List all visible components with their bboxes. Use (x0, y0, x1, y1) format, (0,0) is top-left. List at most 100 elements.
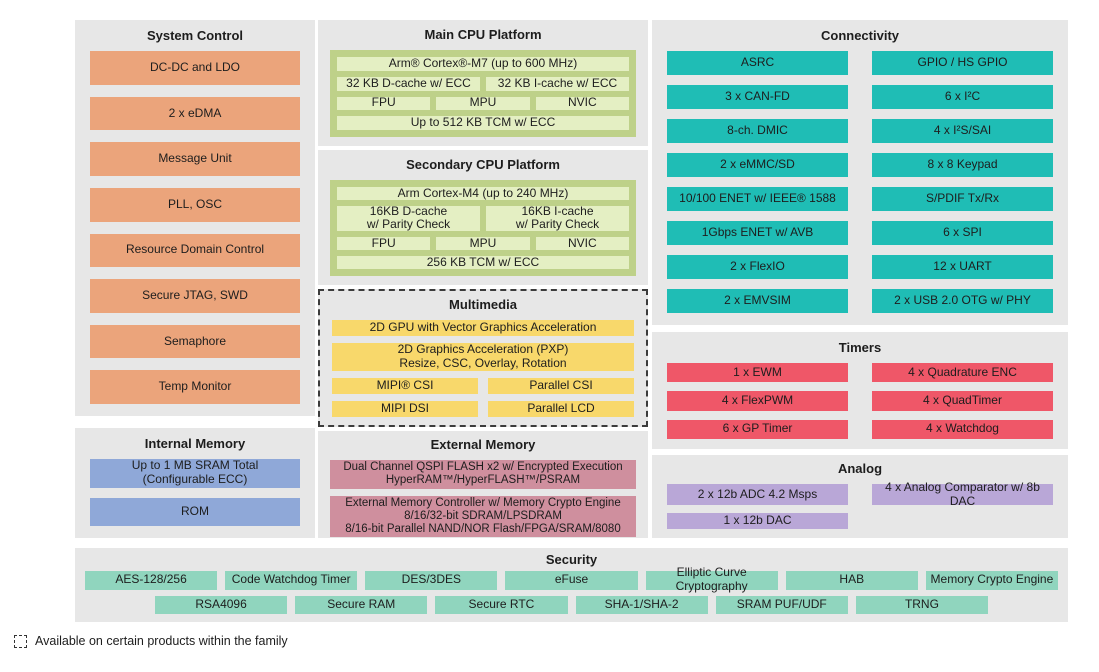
display-row: MIPI DSI Parallel LCD (332, 400, 634, 417)
cpu-core-container: Arm® Cortex®-M7 (up to 600 MHz) 32 KB D-… (330, 50, 636, 137)
ip-block: 2D GPU with Vector Graphics Acceleration (332, 320, 634, 337)
block-grid: ASRC GPIO / HS GPIO 3 x CAN-FD 6 x I²C 8… (667, 51, 1053, 313)
empty-cell (872, 513, 1053, 529)
ip-block: 2D Graphics Acceleration (PXP) Resize, C… (332, 342, 634, 371)
ip-block: NVIC (535, 96, 629, 111)
cpu-core-block: Arm® Cortex®-M7 (up to 600 MHz) (337, 56, 629, 71)
ip-block: MPU (436, 236, 530, 250)
ip-block: 4 x QuadTimer (872, 391, 1053, 411)
ip-block: Secure JTAG, SWD (90, 279, 300, 313)
ip-block: 2 x eDMA (90, 96, 300, 131)
ip-block: PLL, OSC (90, 187, 300, 222)
block-list: Up to 1 MB SRAM Total (Configurable ECC)… (90, 459, 300, 526)
legend: Available on certain products within the… (14, 634, 288, 648)
section-multimedia: Multimedia 2D GPU with Vector Graphics A… (318, 289, 648, 427)
section-title: Main CPU Platform (424, 27, 542, 42)
cpu-units-row: FPU MPU NVIC (337, 236, 629, 250)
security-row-1: AES-128/256 Code Watchdog Timer DES/3DES… (85, 566, 1058, 593)
ip-block: 4 x I²S/SAI (872, 119, 1053, 143)
ip-block: HAB (785, 571, 918, 590)
section-title: External Memory (430, 437, 536, 452)
ip-block: Dual Channel QSPI FLASH x2 w/ Encrypted … (330, 460, 636, 489)
section-connectivity: Connectivity ASRC GPIO / HS GPIO 3 x CAN… (652, 20, 1068, 325)
ip-block: FPU (337, 236, 431, 250)
ip-block: MIPI® CSI (332, 377, 478, 394)
ip-block: External Memory Controller w/ Memory Cry… (330, 495, 636, 538)
ip-block: 32 KB D-cache w/ ECC (337, 76, 480, 91)
ip-block: Resource Domain Control (90, 233, 300, 268)
ip-block: 2 x FlexIO (667, 255, 848, 279)
ip-block: 32 KB I-cache w/ ECC (486, 76, 629, 91)
section-timers: Timers 1 x EWM 4 x Quadrature ENC 4 x Fl… (652, 332, 1068, 449)
ip-block: ASRC (667, 51, 848, 75)
ip-block: 1 x 12b DAC (667, 513, 848, 529)
section-title: Multimedia (449, 297, 517, 312)
ip-block: 2 x 12b ADC 4.2 Msps (667, 484, 848, 506)
section-title: Timers (838, 340, 882, 355)
cpu-units-row: FPU MPU NVIC (337, 96, 629, 111)
security-row-2: RSA4096 Secure RAM Secure RTC SHA-1/SHA-… (155, 595, 989, 614)
ip-block: 2 x USB 2.0 OTG w/ PHY (872, 289, 1053, 313)
ip-block: AES-128/256 (85, 571, 218, 590)
ip-block: 4 x Watchdog (872, 419, 1053, 439)
section-analog: Analog 2 x 12b ADC 4.2 Msps 4 x Analog C… (652, 455, 1068, 538)
ip-block: DC-DC and LDO (90, 51, 300, 85)
ip-block: 4 x FlexPWM (667, 391, 848, 411)
legend-text: Available on certain products within the… (35, 634, 288, 648)
section-title: Secondary CPU Platform (406, 157, 560, 172)
cache-row: 16KB D-cache w/ Parity Check 16KB I-cach… (337, 204, 629, 231)
section-title: System Control (146, 28, 244, 43)
section-main-cpu-platform: Main CPU Platform Arm® Cortex®-M7 (up to… (318, 20, 648, 146)
block-grid: 1 x EWM 4 x Quadrature ENC 4 x FlexPWM 4… (667, 363, 1053, 439)
ip-block: TRNG (855, 595, 989, 614)
ip-block: NVIC (535, 236, 629, 250)
block-grid: 2 x 12b ADC 4.2 Msps 4 x Analog Comparat… (667, 480, 1053, 529)
ip-block: 4 x Analog Comparator w/ 8b DAC (872, 480, 1053, 508)
section-external-memory: External Memory Dual Channel QSPI FLASH … (318, 431, 648, 538)
ip-block: 4 x Quadrature ENC (872, 363, 1053, 383)
ip-block: Parallel LCD (488, 400, 634, 417)
block-list: 2D GPU with Vector Graphics Acceleration… (332, 320, 634, 417)
ip-block: 10/100 ENET w/ IEEE® 1588 (667, 187, 848, 211)
cache-row: 32 KB D-cache w/ ECC 32 KB I-cache w/ EC… (337, 76, 629, 91)
section-secondary-cpu-platform: Secondary CPU Platform Arm Cortex-M4 (up… (318, 150, 648, 285)
ip-block: 8 x 8 Keypad (872, 153, 1053, 177)
ip-block: 6 x I²C (872, 85, 1053, 109)
ip-block: MPU (436, 96, 530, 111)
dashed-box-icon (14, 634, 27, 648)
ip-block: MIPI DSI (332, 400, 478, 417)
ip-block: 16KB D-cache w/ Parity Check (337, 204, 480, 231)
ip-block: RSA4096 (155, 595, 288, 614)
ip-block: 6 x SPI (872, 221, 1053, 245)
section-title: Analog (837, 461, 883, 476)
ip-block: Secure RTC (435, 595, 568, 614)
ip-block: 8-ch. DMIC (667, 119, 848, 143)
ip-block: S/PDIF Tx/Rx (872, 187, 1053, 211)
ip-block: FPU (337, 96, 431, 111)
ip-block: 1Gbps ENET w/ AVB (667, 221, 848, 245)
ip-block: ROM (90, 497, 300, 526)
block-list: DC-DC and LDO 2 x eDMA Message Unit PLL,… (90, 51, 300, 404)
block-list: Dual Channel QSPI FLASH x2 w/ Encrypted … (330, 460, 636, 538)
ip-block: Secure RAM (295, 595, 428, 614)
section-title: Security (545, 552, 598, 567)
section-system-control: System Control DC-DC and LDO 2 x eDMA Me… (75, 20, 315, 416)
ip-block: 2 x eMMC/SD (667, 153, 848, 177)
ip-block: Elliptic Curve Cryptography (645, 566, 778, 593)
section-title: Internal Memory (144, 436, 246, 451)
ip-block: GPIO / HS GPIO (872, 51, 1053, 75)
ip-block: Code Watchdog Timer (225, 571, 358, 590)
ip-block: Up to 1 MB SRAM Total (Configurable ECC) (90, 459, 300, 488)
ip-block: Memory Crypto Engine (925, 571, 1058, 590)
cpu-core-block: Arm Cortex-M4 (up to 240 MHz) (337, 186, 629, 201)
ip-block: 12 x UART (872, 255, 1053, 279)
ip-block: 16KB I-cache w/ Parity Check (486, 204, 629, 231)
ip-block: Message Unit (90, 142, 300, 176)
ip-block: Temp Monitor (90, 370, 300, 404)
ip-block: 6 x GP Timer (667, 419, 848, 439)
ip-block: DES/3DES (365, 571, 498, 590)
ip-block: SRAM PUF/UDF (715, 595, 848, 614)
ip-block: 256 KB TCM w/ ECC (337, 255, 629, 269)
ip-block: Semaphore (90, 324, 300, 359)
